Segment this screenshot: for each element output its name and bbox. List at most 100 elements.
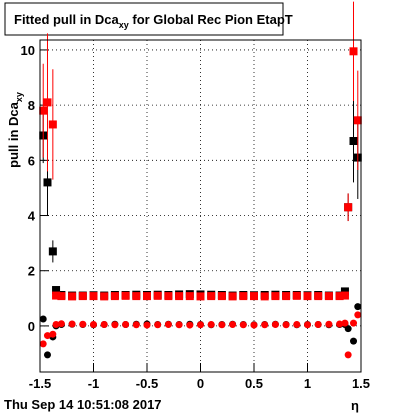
marker (354, 303, 362, 311)
marker (90, 321, 97, 329)
marker (271, 321, 279, 329)
marker (271, 292, 280, 301)
marker (52, 321, 60, 329)
marker (110, 292, 119, 301)
y-axis-label: pull in Dcaxy (6, 92, 24, 168)
marker (89, 292, 98, 301)
marker (260, 292, 269, 301)
y-tick-label: 6 (28, 153, 35, 168)
marker (239, 292, 248, 301)
marker (52, 291, 61, 300)
title-box (4, 2, 284, 36)
marker (143, 321, 151, 329)
marker (48, 120, 57, 129)
marker (340, 291, 349, 300)
marker (207, 321, 215, 329)
marker (68, 292, 77, 301)
marker (229, 321, 237, 329)
footer-date: Thu Sep 14 10:51:08 2017 (4, 397, 162, 412)
marker (52, 286, 61, 295)
x-tick-label: -1.5 (29, 376, 51, 391)
marker (350, 337, 358, 345)
marker (335, 292, 344, 301)
marker (132, 292, 141, 301)
marker (153, 291, 162, 300)
marker (218, 321, 226, 329)
y-tick-label: 10 (21, 43, 35, 58)
marker (39, 315, 47, 323)
marker (49, 330, 57, 338)
marker (78, 292, 87, 301)
marker (121, 291, 130, 300)
y-tick-label: 8 (28, 98, 35, 113)
marker (314, 292, 323, 301)
marker (175, 292, 184, 301)
x-tick-label: 0.5 (245, 376, 263, 391)
marker (282, 292, 291, 301)
chart-title: Fitted pull in Dcaxy for Global Rec Pion… (14, 12, 293, 30)
marker (57, 292, 66, 301)
marker (292, 291, 301, 300)
marker (340, 287, 349, 296)
marker (154, 321, 162, 329)
marker (39, 106, 48, 115)
x-tick-label: -1 (88, 376, 100, 391)
marker (164, 292, 173, 301)
marker (100, 292, 109, 301)
marker (217, 292, 226, 301)
marker (197, 321, 204, 329)
marker (196, 292, 205, 301)
marker (349, 137, 358, 146)
y-tick-label: 2 (28, 264, 35, 279)
marker (68, 320, 76, 328)
marker (350, 319, 358, 327)
marker (261, 321, 269, 329)
marker (324, 292, 333, 301)
marker (344, 351, 352, 359)
marker (79, 320, 87, 328)
x-tick-label: -0.5 (136, 376, 158, 391)
marker (353, 116, 362, 125)
marker (344, 325, 352, 333)
y-tick-label: 0 (28, 319, 35, 334)
marker (57, 320, 65, 328)
marker (185, 292, 194, 301)
marker (349, 47, 358, 56)
marker (175, 321, 183, 329)
marker (293, 321, 301, 329)
marker (143, 292, 151, 301)
marker (111, 321, 119, 329)
marker (282, 321, 290, 329)
marker (354, 311, 362, 319)
x-tick-label: 0 (197, 376, 204, 391)
marker (325, 320, 333, 328)
marker (48, 247, 57, 256)
marker (303, 292, 312, 301)
marker (250, 292, 258, 301)
marker (250, 321, 258, 329)
marker (314, 321, 322, 329)
marker (122, 321, 130, 329)
x-tick-label: 1.5 (352, 376, 370, 391)
x-tick-label: 1 (304, 376, 311, 391)
marker (239, 321, 247, 329)
marker (341, 319, 349, 327)
marker (164, 321, 172, 329)
marker (132, 321, 140, 329)
x-axis-label: η (351, 398, 359, 413)
marker (207, 292, 216, 301)
marker (344, 203, 353, 212)
marker (336, 320, 344, 328)
marker (228, 292, 237, 301)
marker (43, 178, 52, 187)
marker (186, 321, 194, 329)
marker (43, 351, 51, 359)
marker (304, 321, 311, 329)
marker (43, 98, 52, 107)
frame (39, 39, 362, 373)
marker (43, 332, 51, 340)
y-tick-label: 4 (28, 209, 36, 224)
marker (39, 340, 47, 348)
marker (100, 321, 108, 329)
